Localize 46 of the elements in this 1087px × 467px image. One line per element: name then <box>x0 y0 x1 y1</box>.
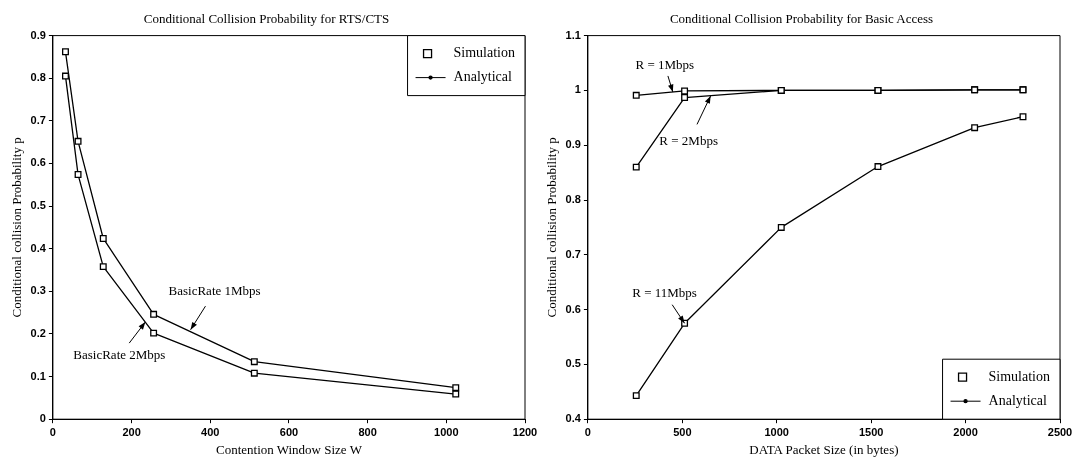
x-tick-label: 400 <box>201 425 220 438</box>
x-tick-label: 500 <box>673 425 692 438</box>
y-tick-label: 0.9 <box>565 138 581 151</box>
y-tick-label: 0.3 <box>30 284 46 297</box>
y-tick-label: 0.8 <box>565 193 581 206</box>
chart-title: Conditional Collision Probability for RTS/CTS <box>143 11 390 27</box>
annotation: R = 1Mbps <box>635 57 695 73</box>
legend-label: Analytical <box>988 392 1047 408</box>
legend-label: Simulation <box>988 368 1050 384</box>
x-tick-label: 1000 <box>764 425 789 438</box>
x-tick-label: 600 <box>279 425 299 438</box>
y-axis-title: Conditional collision Probability p <box>544 137 560 318</box>
y-tick-label: 1 <box>574 83 581 96</box>
x-tick-label: 800 <box>358 425 377 438</box>
x-tick-label: 0 <box>49 425 56 438</box>
annotation: R = 2Mbps <box>659 133 718 149</box>
y-axis-title: Conditional collision Probability p <box>9 137 25 318</box>
annotation: BasicRate 2Mbps <box>73 347 166 363</box>
y-tick-label: 0.4 <box>30 241 47 254</box>
y-tick-label: 1.1 <box>565 28 581 41</box>
x-tick-label: 1200 <box>512 425 538 438</box>
annotation: BasicRate 1Mbps <box>168 283 261 299</box>
y-tick-label: 0.5 <box>565 357 581 370</box>
y-tick-label: 0.6 <box>565 302 581 315</box>
chart-title: Conditional Collision Probability for Basic Access <box>669 11 934 27</box>
y-tick-label: 0.7 <box>565 247 581 260</box>
y-tick-label: 0.1 <box>30 369 46 382</box>
y-tick-label: 0.8 <box>30 71 46 84</box>
x-tick-label: 2000 <box>953 425 978 438</box>
x-tick-label: 1500 <box>858 425 884 438</box>
y-tick-label: 0 <box>39 412 46 425</box>
x-tick-label: 1000 <box>434 425 459 438</box>
x-tick-label: 0 <box>584 425 591 438</box>
legend-label: Simulation <box>453 45 515 61</box>
y-tick-label: 0.2 <box>30 326 46 339</box>
legend-label: Analytical <box>453 69 512 85</box>
y-tick-label: 0.4 <box>565 412 582 425</box>
x-tick-label: 200 <box>122 425 141 438</box>
y-tick-label: 0.5 <box>30 199 46 212</box>
y-tick-label: 0.7 <box>30 113 46 126</box>
y-tick-label: 0.6 <box>30 156 46 169</box>
x-axis-title: Contention Window Size W <box>215 441 363 457</box>
x-axis-title: DATA Packet Size (in bytes) <box>749 441 899 457</box>
y-tick-label: 0.9 <box>30 28 46 41</box>
x-tick-label: 2500 <box>1047 425 1073 438</box>
annotation: R = 11Mbps <box>632 284 697 300</box>
